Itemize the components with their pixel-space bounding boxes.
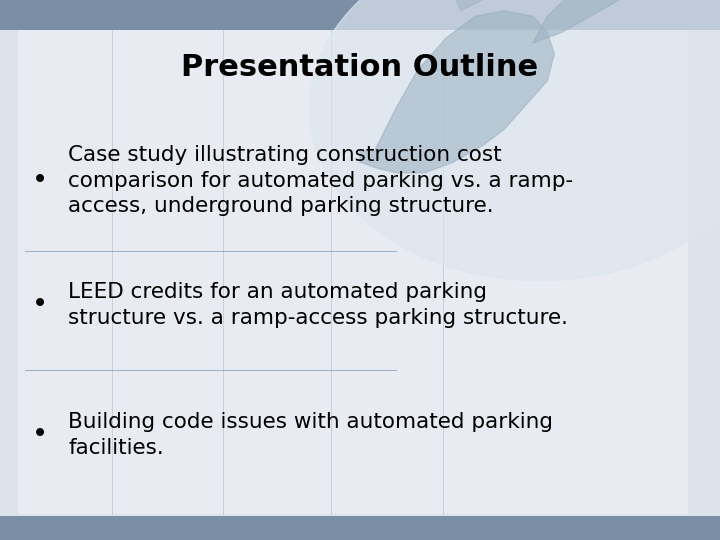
Polygon shape: [360, 11, 554, 173]
Text: LEED credits for an automated parking
structure vs. a ramp-access parking struct: LEED credits for an automated parking st…: [68, 282, 568, 328]
Text: •: •: [32, 168, 48, 194]
Text: •: •: [32, 422, 48, 448]
Text: •: •: [32, 292, 48, 318]
FancyBboxPatch shape: [0, 516, 720, 540]
Polygon shape: [533, 0, 634, 43]
Text: Case study illustrating construction cost
comparison for automated parking vs. a: Case study illustrating construction cos…: [68, 145, 574, 217]
FancyBboxPatch shape: [0, 0, 720, 30]
FancyBboxPatch shape: [18, 30, 688, 514]
Text: Building code issues with automated parking
facilities.: Building code issues with automated park…: [68, 412, 554, 457]
Polygon shape: [454, 0, 533, 11]
Text: Presentation Outline: Presentation Outline: [181, 53, 539, 82]
Polygon shape: [310, 0, 720, 281]
